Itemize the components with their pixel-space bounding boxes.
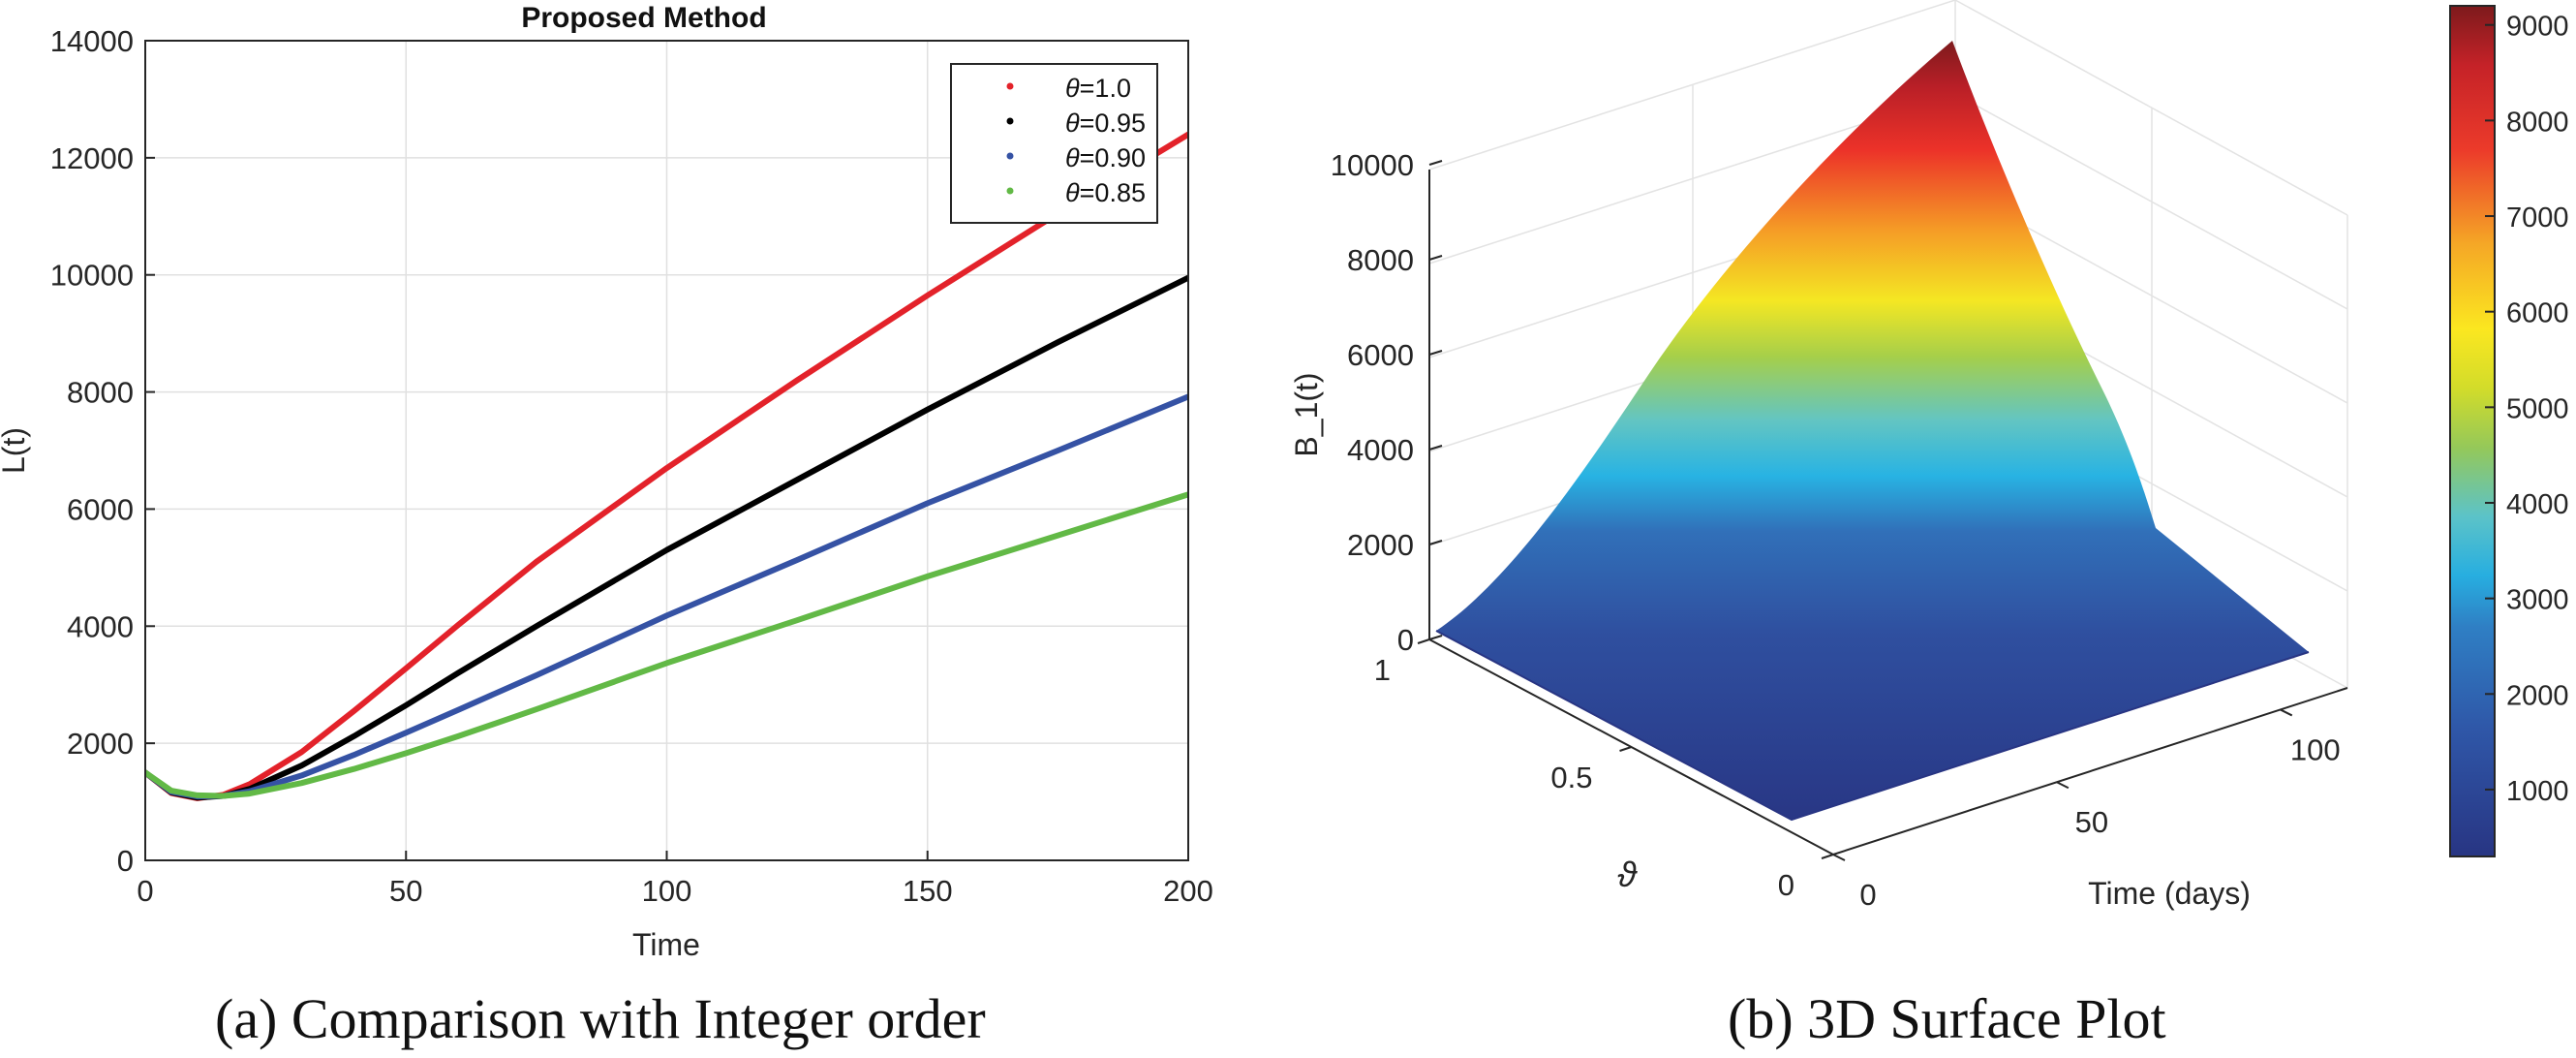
- z-tick-label: 2000: [1347, 528, 1414, 562]
- legend-marker: [1006, 117, 1014, 125]
- y-tick-label: 6000: [67, 492, 134, 526]
- z-tick-label: 8000: [1347, 243, 1414, 277]
- theta-tick: [1619, 746, 1632, 752]
- theta-tick: [1417, 638, 1430, 644]
- chart-title: Proposed Method: [521, 2, 766, 34]
- plot-frame: [144, 40, 1189, 861]
- colorbar-tick-label: 9000: [2506, 12, 2569, 43]
- legend-box: [950, 63, 1158, 224]
- theta-axis-label: ϑ: [1617, 855, 1638, 894]
- z-tick: [1428, 350, 1443, 356]
- colorbar-gradient: [2449, 5, 2496, 857]
- z-tick-label: 6000: [1347, 338, 1414, 372]
- y-axis-label: L(t): [0, 427, 31, 474]
- theta-tick-label: 0.5: [1550, 761, 1592, 794]
- time-tick-label: 50: [2075, 805, 2108, 839]
- colorbar-tick-label: 3000: [2506, 585, 2569, 616]
- time-axis-label: Time (days): [2088, 876, 2251, 911]
- x-tick-label: 200: [1163, 874, 1213, 908]
- z-axis-ticks: 0 2000 4000 6000 8000 10000: [1331, 148, 1443, 657]
- legend-label: θ=0.95: [1065, 109, 1146, 138]
- legend-label: θ=1.0: [1065, 74, 1131, 103]
- legend-marker: [1006, 187, 1014, 195]
- z-tick-label: 4000: [1347, 433, 1414, 467]
- theta-tick-label: 0: [1778, 868, 1794, 902]
- surface-front-ridge: [1435, 630, 2310, 822]
- legend-marker: [1006, 82, 1014, 90]
- z-tick: [1428, 635, 1443, 640]
- y-tick-label: 14000: [50, 24, 134, 58]
- z-axis-label: B_1(t): [1289, 372, 1324, 456]
- time-tick-label: 0: [1859, 878, 1876, 912]
- colorbar-tick-label: 6000: [2506, 298, 2569, 329]
- axis-ticks: 0 50 100 150 2000200040006000800010000120001…: [50, 24, 1213, 908]
- x-tick-label: 50: [389, 874, 422, 908]
- z-tick: [1428, 255, 1443, 261]
- series-line: [145, 491, 1188, 799]
- caption-b: (b) 3D Surface Plot: [1728, 987, 2166, 1050]
- caption-a: (a) Comparison with Integer order: [215, 987, 986, 1050]
- y-tick-label: 12000: [50, 141, 134, 175]
- colorbar-tick-label: 8000: [2506, 107, 2569, 138]
- x-tick-label: 150: [903, 874, 953, 908]
- time-tick: [2056, 781, 2070, 790]
- grid: [144, 40, 1189, 861]
- theta-axis-ticks: 00.51: [1374, 638, 1834, 902]
- line-chart: Proposed Method 0 50 100 150 200020004000600…: [0, 2, 1213, 962]
- legend: θ=1.0 θ=0.95 θ=0.90 θ=0.85: [950, 63, 1158, 224]
- surface-face: [1436, 41, 2309, 820]
- y-tick-label: 2000: [67, 727, 134, 761]
- time-tick-label: 100: [2290, 732, 2341, 766]
- y-tick-label: 4000: [67, 609, 134, 643]
- legend-marker: [1006, 152, 1014, 160]
- colorbar-ticks: 1000 2000 3000 4000 5000 6000 7000 8000 9000: [2485, 12, 2569, 807]
- colorbar-tick-label: 1000: [2506, 776, 2569, 807]
- colorbar-tick-label: 7000: [2506, 202, 2569, 233]
- z-tick-label: 10000: [1331, 148, 1414, 182]
- colorbar-tick-label: 4000: [2506, 489, 2569, 520]
- colorbar-tick-label: 2000: [2506, 680, 2569, 711]
- theta-tick: [1821, 854, 1834, 859]
- time-tick: [1832, 854, 1846, 861]
- colorbar: 1000 2000 3000 4000 5000 6000 7000 8000 9000: [2449, 5, 2569, 857]
- x-axis-label: Time: [632, 927, 700, 962]
- y-tick-label: 10000: [50, 259, 134, 293]
- theta-tick-label: 1: [1374, 653, 1391, 687]
- legend-label: θ=0.85: [1065, 178, 1146, 207]
- time-tick: [2280, 708, 2293, 717]
- time-axis-ticks: 0 50 100: [1832, 708, 2341, 912]
- x-tick-label: 0: [137, 874, 153, 908]
- z-tick: [1428, 160, 1443, 166]
- z-tick: [1428, 540, 1443, 545]
- x-tick-label: 100: [642, 874, 692, 908]
- colorbar-tick-label: 5000: [2506, 393, 2569, 424]
- surface: [1435, 41, 2310, 822]
- z-tick: [1428, 445, 1443, 451]
- series-lines: [145, 131, 1188, 801]
- z-tick-label: 0: [1397, 623, 1414, 657]
- legend-label: θ=0.90: [1065, 143, 1146, 172]
- y-tick-label: 8000: [67, 376, 134, 410]
- y-tick-label: 0: [117, 844, 134, 878]
